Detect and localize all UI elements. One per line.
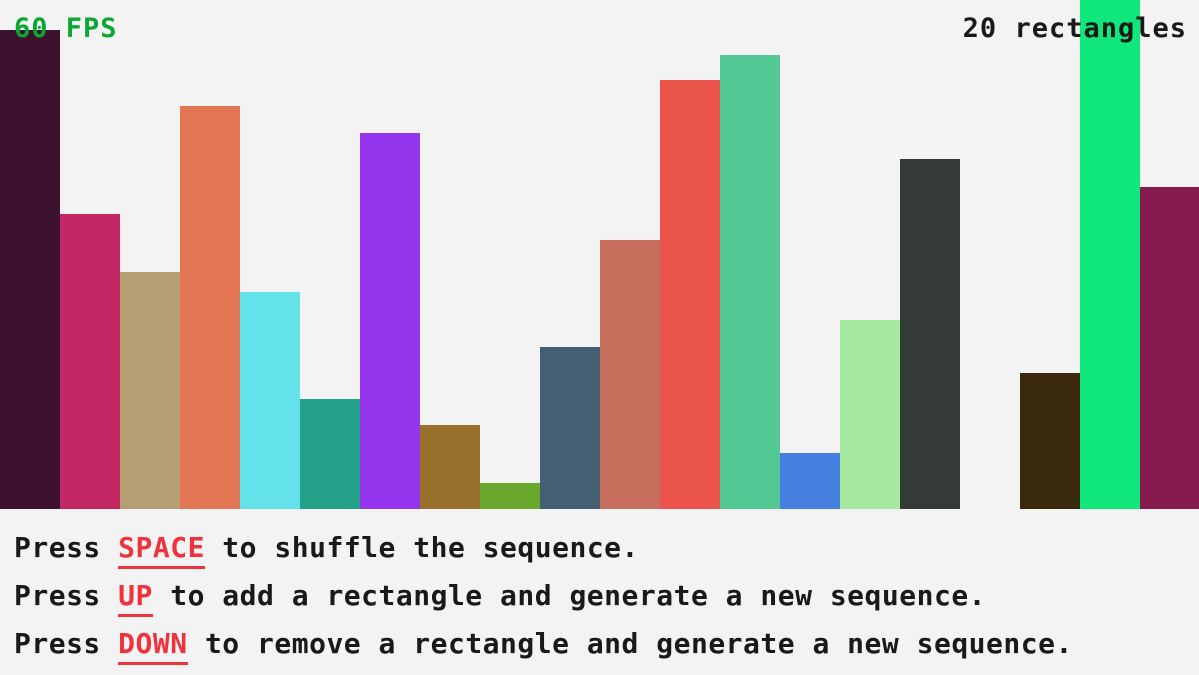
bar-4: [180, 106, 240, 509]
bar-7: [360, 133, 420, 509]
bar-3: [120, 272, 180, 509]
bar-9: [480, 483, 540, 509]
instruction-prefix: Press: [14, 579, 119, 612]
instruction-line-remove: Press DOWN to remove a rectangle and gen…: [14, 627, 1073, 665]
instruction-suffix: to remove a rectangle and generate a new…: [187, 627, 1073, 660]
bar-8: [420, 425, 480, 509]
instruction-suffix: to add a rectangle and generate a new se…: [152, 579, 987, 612]
instruction-prefix: Press: [14, 627, 119, 660]
bar-19: [1080, 0, 1140, 509]
bar-chart: [0, 0, 1199, 509]
instructions-panel: Press SPACE to shuffle the sequence. Pre…: [0, 509, 1199, 675]
bar-1: [0, 30, 60, 509]
bar-16: [900, 159, 960, 509]
instruction-line-shuffle: Press SPACE to shuffle the sequence.: [14, 531, 639, 569]
key-up[interactable]: UP: [118, 579, 153, 617]
key-space[interactable]: SPACE: [118, 531, 205, 569]
bar-5: [240, 292, 300, 509]
bar-11: [600, 240, 660, 509]
bar-12: [660, 80, 720, 509]
bar-20: [1140, 187, 1199, 509]
instruction-line-add: Press UP to add a rectangle and generate…: [14, 579, 987, 617]
fps-counter: 60 FPS: [14, 13, 118, 44]
bar-14: [780, 453, 840, 509]
bar-13: [720, 55, 780, 509]
rectangle-count-label: 20 rectangles: [962, 13, 1187, 44]
instruction-suffix: to shuffle the sequence.: [204, 531, 639, 564]
bar-18: [1020, 373, 1080, 509]
bar-15: [840, 320, 900, 509]
bar-6: [300, 399, 360, 509]
bar-10: [540, 347, 600, 509]
bar-2: [60, 214, 120, 509]
instruction-prefix: Press: [14, 531, 119, 564]
key-down[interactable]: DOWN: [118, 627, 188, 665]
